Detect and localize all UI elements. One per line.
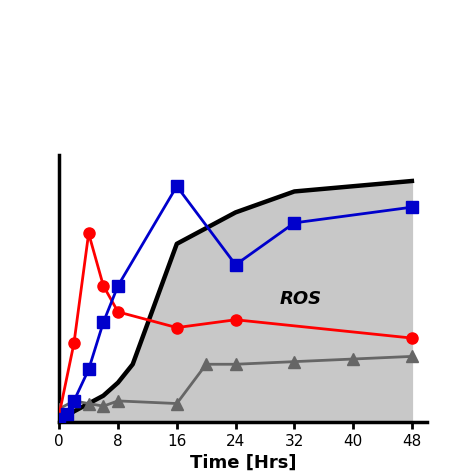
Text: CTGF: CTGF	[261, 70, 305, 88]
Text: NOX-4: NOX-4	[261, 100, 313, 118]
Text: ROS: ROS	[280, 290, 322, 308]
Text: α-SMA: α-SMA	[261, 128, 314, 146]
X-axis label: Time [Hrs]: Time [Hrs]	[190, 454, 296, 472]
